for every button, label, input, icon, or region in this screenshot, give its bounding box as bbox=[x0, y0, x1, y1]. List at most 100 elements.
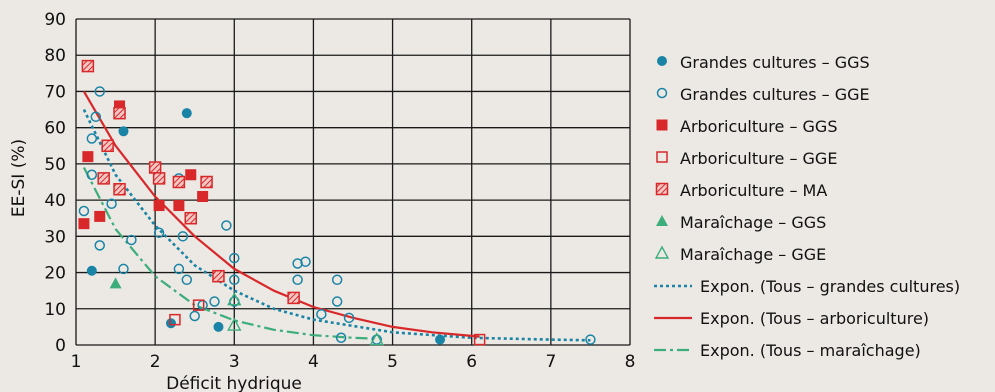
data-point bbox=[172, 175, 186, 189]
data-point bbox=[184, 211, 198, 225]
y-tick-label: 70 bbox=[44, 82, 66, 102]
data-point bbox=[101, 139, 114, 153]
data-point bbox=[229, 252, 240, 264]
legend-label: Expon. (Tous – maraîchage) bbox=[700, 341, 921, 360]
y-tick-label: 10 bbox=[44, 300, 66, 320]
data-point bbox=[585, 334, 596, 345]
data-point bbox=[165, 318, 176, 329]
data-point bbox=[126, 234, 137, 246]
data-point bbox=[78, 205, 90, 217]
data-point bbox=[189, 310, 200, 322]
data-point bbox=[185, 169, 197, 181]
y-tick-label: 90 bbox=[44, 10, 66, 30]
y-tick-label: 30 bbox=[44, 227, 66, 247]
data-point bbox=[435, 334, 446, 345]
data-point bbox=[369, 332, 384, 346]
y-tick-label: 60 bbox=[44, 119, 66, 139]
legend: Grandes cultures – GGS Grandes cultures –… bbox=[654, 53, 960, 360]
data-point bbox=[86, 133, 98, 144]
data-point bbox=[227, 317, 242, 331]
data-point bbox=[331, 296, 343, 307]
data-point bbox=[473, 333, 486, 346]
data-point bbox=[343, 312, 355, 324]
data-point bbox=[86, 265, 97, 276]
data-point bbox=[213, 321, 224, 332]
legend-label: Grandes cultures – GGE bbox=[680, 85, 870, 104]
data-point bbox=[106, 198, 117, 209]
data-point bbox=[113, 182, 126, 196]
data-point bbox=[81, 59, 95, 73]
data-point bbox=[118, 263, 129, 275]
legend-label: Expon. (Tous – grandes cultures) bbox=[700, 277, 960, 296]
legend-marker bbox=[656, 87, 668, 99]
data-point bbox=[90, 111, 102, 123]
legend-label: Arboriculture – GGE bbox=[680, 149, 837, 168]
y-tick-label: 0 bbox=[55, 336, 66, 356]
trendline bbox=[82, 166, 377, 340]
x-tick-label: 8 bbox=[625, 352, 636, 372]
data-point bbox=[292, 274, 303, 286]
legend-label: Maraîchage – GGE bbox=[680, 245, 826, 264]
x-tick-label: 5 bbox=[387, 352, 398, 372]
data-point bbox=[177, 231, 189, 242]
legend-marker bbox=[654, 245, 670, 259]
x-tick-label: 6 bbox=[466, 352, 477, 372]
data-point bbox=[209, 296, 220, 307]
data-point bbox=[335, 332, 347, 344]
data-point bbox=[82, 151, 94, 163]
trendline bbox=[82, 109, 591, 342]
x-tick-label: 1 bbox=[71, 352, 82, 372]
y-tick-label: 20 bbox=[44, 264, 66, 284]
data-point bbox=[169, 313, 181, 326]
data-points bbox=[78, 59, 596, 346]
data-point bbox=[78, 218, 90, 230]
y-tick-label: 40 bbox=[44, 191, 66, 211]
legend-marker bbox=[656, 119, 668, 131]
legend-marker bbox=[656, 215, 668, 226]
data-point bbox=[152, 172, 166, 185]
x-axis-title: Déficit hydrique bbox=[166, 374, 302, 392]
data-point bbox=[200, 175, 213, 189]
data-point bbox=[331, 274, 343, 286]
data-point bbox=[221, 220, 232, 231]
data-point bbox=[192, 299, 205, 311]
data-point bbox=[173, 200, 185, 212]
legend-marker bbox=[655, 182, 669, 196]
data-point bbox=[153, 227, 165, 238]
data-point bbox=[118, 126, 129, 137]
data-point bbox=[212, 269, 225, 283]
data-point bbox=[97, 172, 110, 185]
x-tick-label: 3 bbox=[229, 352, 240, 372]
data-point bbox=[292, 258, 303, 269]
grid bbox=[75, 18, 631, 346]
legend-label: Arboriculture – MA bbox=[680, 181, 827, 200]
data-point bbox=[113, 106, 126, 120]
data-point bbox=[153, 200, 165, 212]
x-tick-label: 7 bbox=[545, 352, 556, 372]
data-point bbox=[181, 108, 192, 119]
legend-label: Grandes cultures – GGS bbox=[680, 53, 870, 72]
data-point bbox=[316, 308, 327, 320]
y-tick-label: 50 bbox=[44, 155, 66, 175]
y-tick-label: 80 bbox=[44, 46, 66, 66]
legend-marker bbox=[657, 56, 667, 66]
x-tick-label: 2 bbox=[150, 352, 161, 372]
legend-label: Maraîchage – GGS bbox=[680, 213, 826, 232]
data-point bbox=[229, 274, 240, 286]
data-point bbox=[227, 292, 242, 306]
legend-marker bbox=[656, 151, 668, 163]
data-point bbox=[300, 256, 311, 267]
data-point bbox=[109, 277, 122, 289]
data-point bbox=[94, 86, 105, 97]
data-point bbox=[94, 210, 106, 222]
data-point bbox=[197, 190, 209, 202]
data-point bbox=[114, 100, 126, 112]
legend-label: Arboriculture – GGS bbox=[680, 117, 837, 136]
data-point bbox=[86, 169, 98, 181]
y-axis-title: EE-SI (%) bbox=[9, 139, 29, 217]
trendlines bbox=[82, 90, 591, 342]
data-point bbox=[287, 291, 300, 305]
